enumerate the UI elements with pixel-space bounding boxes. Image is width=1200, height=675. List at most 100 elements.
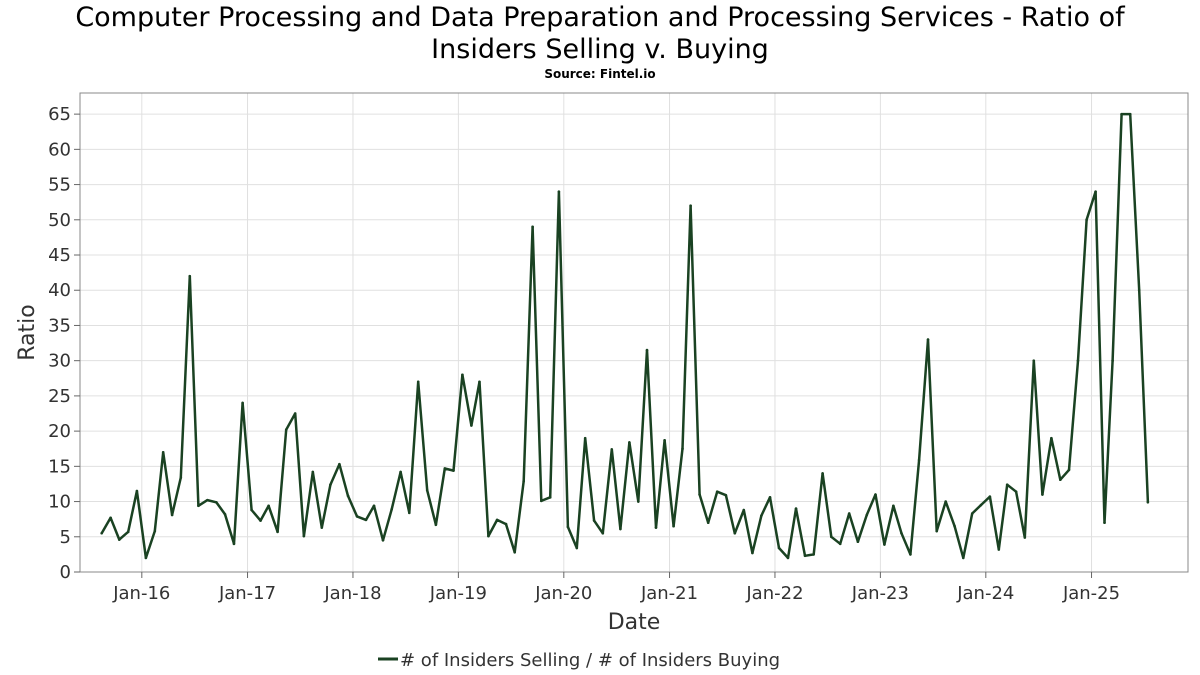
x-tick-label: Jan-16 [112, 583, 170, 604]
data-point [645, 348, 649, 352]
data-point [390, 508, 393, 511]
data-point [681, 447, 684, 451]
data-point [346, 494, 350, 498]
data-point [557, 190, 561, 193]
data-point [267, 504, 270, 508]
data-point [399, 470, 402, 474]
data-point [917, 458, 921, 462]
data-point [874, 493, 877, 496]
y-tick-label: 10 [48, 492, 71, 513]
data-point [926, 338, 930, 341]
data-point [1050, 436, 1053, 440]
data-point [241, 401, 244, 405]
data-point [364, 518, 368, 522]
data-point [170, 513, 174, 517]
data-point [250, 508, 253, 512]
data-point [276, 530, 279, 534]
data-point [768, 496, 772, 499]
data-point [847, 512, 851, 515]
data-point [197, 504, 200, 508]
x-tick-label: Jan-21 [640, 583, 698, 604]
y-tick-label: 65 [48, 104, 71, 125]
data-point [452, 469, 455, 472]
data-point [135, 489, 139, 493]
data-point [355, 515, 359, 518]
data-point [689, 204, 692, 208]
series-line [100, 112, 1150, 560]
data-point [715, 490, 719, 493]
data-point [794, 507, 798, 510]
data-point [461, 373, 464, 377]
data-point [829, 535, 833, 539]
data-point [1014, 490, 1018, 493]
data-point [935, 529, 939, 533]
x-tick-label: Jan-19 [429, 583, 487, 604]
data-point [1120, 112, 1123, 116]
data-point [619, 527, 622, 531]
data-point [979, 503, 983, 507]
data-point [504, 522, 508, 526]
data-point [742, 508, 746, 512]
data-point [416, 380, 420, 384]
data-point [575, 546, 579, 550]
x-tick-label: Jan-17 [218, 583, 276, 604]
y-tick-label: 50 [48, 210, 71, 231]
x-tick-label: Jan-18 [323, 583, 381, 604]
data-point [1085, 218, 1088, 222]
data-point [161, 450, 165, 454]
data-point [153, 529, 157, 533]
data-point [259, 519, 262, 522]
y-tick-label: 35 [48, 315, 71, 336]
data-point [206, 498, 209, 502]
data-point [566, 525, 570, 529]
data-point [760, 514, 763, 517]
data-point [654, 526, 658, 529]
chart-title-line-2: Insiders Selling v. Buying [431, 34, 769, 65]
data-point [1041, 493, 1044, 496]
data-point [803, 554, 807, 558]
data-point [909, 553, 912, 556]
y-tick-label: 30 [48, 351, 71, 372]
data-point [425, 488, 429, 492]
y-tick-label: 60 [48, 139, 71, 160]
data-point [583, 436, 587, 440]
data-point [188, 274, 192, 278]
x-tick-label: Jan-24 [956, 583, 1014, 604]
data-point [1032, 359, 1036, 362]
data-point [1103, 521, 1106, 524]
data-point [812, 553, 815, 556]
data-point [663, 438, 666, 442]
data-point [856, 540, 860, 544]
data-point [329, 483, 332, 486]
data-point [637, 500, 640, 503]
data-point [513, 550, 517, 554]
data-point [522, 479, 525, 483]
data-point [381, 539, 385, 542]
data-point [883, 543, 886, 546]
data-point [988, 495, 992, 498]
data-point [1146, 500, 1150, 504]
y-tick-label: 0 [60, 562, 71, 583]
data-point [961, 556, 965, 560]
data-point [372, 504, 376, 508]
data-point [487, 534, 490, 538]
data-point [1094, 190, 1097, 193]
data-point [1059, 478, 1062, 482]
data-point [698, 493, 701, 496]
series-layer [100, 112, 1150, 560]
data-point [777, 546, 781, 550]
x-tick-label: Jan-20 [534, 583, 592, 604]
data-point [223, 512, 227, 516]
data-point [628, 441, 631, 444]
chart-title-line-1: Computer Processing and Data Preparation… [75, 2, 1125, 33]
data-point [892, 504, 895, 508]
data-point [1005, 483, 1009, 486]
data-point [900, 531, 903, 535]
grid-lines [80, 93, 1188, 573]
data-point [1137, 288, 1141, 292]
data-point [997, 548, 1001, 551]
data-point [126, 530, 130, 534]
data-point [610, 448, 614, 451]
y-tick-label: 55 [48, 175, 71, 196]
data-point [531, 225, 534, 229]
